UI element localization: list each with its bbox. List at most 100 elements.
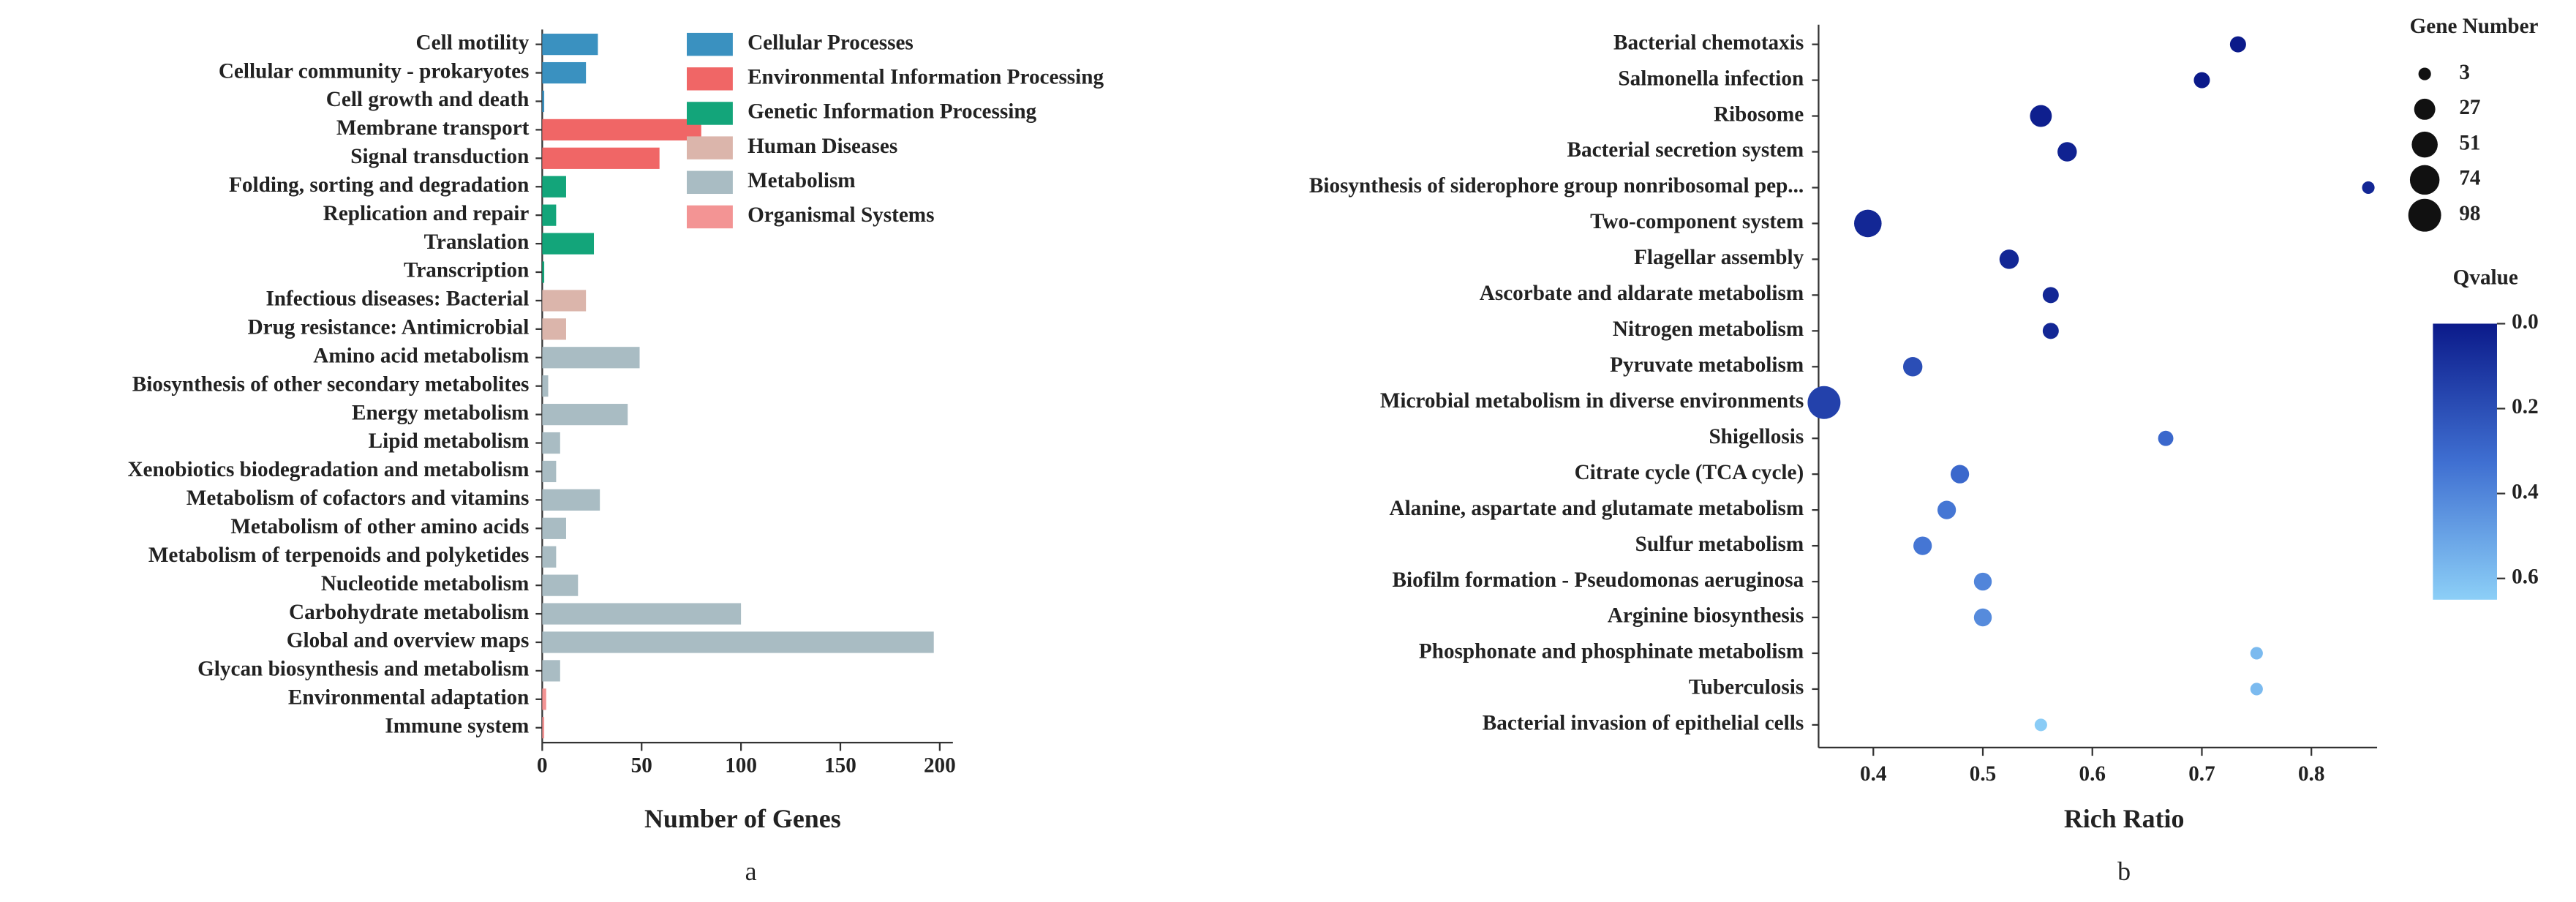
caption: a bbox=[745, 857, 757, 886]
bar bbox=[542, 34, 598, 56]
legend-swatch bbox=[687, 170, 733, 195]
colorbar-tick-label: 0.0 bbox=[2512, 310, 2538, 334]
y-tick-label: Tuberculosis bbox=[1689, 676, 1804, 699]
x-tick-label: 0.6 bbox=[2079, 762, 2106, 786]
y-tick-label: Cell growth and death bbox=[326, 88, 530, 111]
x-tick-label: 0.4 bbox=[1860, 762, 1887, 786]
size-legend-title: Gene Number bbox=[2410, 15, 2539, 38]
y-tick-label: Immune system bbox=[385, 714, 529, 737]
y-tick-label: Microbial metabolism in diverse environm… bbox=[1380, 389, 1804, 413]
size-legend-label: 3 bbox=[2459, 61, 2470, 84]
bubble bbox=[2034, 718, 2047, 732]
legend-swatch bbox=[687, 136, 733, 159]
x-tick-label: 100 bbox=[725, 754, 757, 778]
bar bbox=[542, 489, 600, 511]
bar bbox=[542, 90, 545, 113]
y-tick-label: Environmental adaptation bbox=[288, 686, 530, 710]
x-axis-title: Number of Genes bbox=[644, 804, 841, 833]
y-tick-label: Arginine biosynthesis bbox=[1608, 604, 1804, 628]
bar bbox=[542, 432, 560, 454]
y-tick-label: Energy metabolism bbox=[352, 401, 529, 424]
y-tick-label: Sulfur metabolism bbox=[1635, 533, 1804, 556]
bubble bbox=[2158, 430, 2174, 446]
colorbar-title: Qvalue bbox=[2453, 266, 2518, 290]
caption: b bbox=[2117, 857, 2131, 886]
y-tick-label: Signal transduction bbox=[350, 145, 529, 168]
bubble bbox=[2057, 142, 2077, 162]
bar bbox=[542, 318, 566, 340]
y-tick-label: Ribosome bbox=[1714, 102, 1804, 126]
y-tick-label: Xenobiotics biodegradation and metabolis… bbox=[127, 458, 529, 481]
bar bbox=[542, 717, 545, 739]
size-legend-dot bbox=[2414, 98, 2436, 120]
y-tick-label: Membrane transport bbox=[336, 116, 530, 140]
bar bbox=[542, 404, 628, 426]
y-tick-label: Metabolism of terpenoids and polyketides bbox=[148, 544, 530, 567]
bubble bbox=[2250, 647, 2263, 660]
y-tick-label: Pyruvate metabolism bbox=[1610, 353, 1804, 377]
y-tick-label: Biosynthesis of other secondary metaboli… bbox=[132, 372, 530, 396]
bar bbox=[542, 233, 595, 255]
legend-label: Metabolism bbox=[747, 169, 856, 192]
x-axis-title: Rich Ratio bbox=[2064, 804, 2185, 833]
bubble bbox=[2042, 287, 2059, 304]
y-tick-label: Infectious diseases: Bacterial bbox=[265, 287, 529, 311]
y-tick-label: Salmonella infection bbox=[1618, 67, 1804, 90]
y-tick-label: Folding, sorting and degradation bbox=[229, 173, 529, 197]
legend-swatch bbox=[687, 102, 733, 125]
y-tick-label: Biosynthesis of siderophore group nonrib… bbox=[1309, 174, 1804, 198]
x-tick-label: 200 bbox=[924, 754, 956, 778]
y-tick-label: Glycan biosynthesis and metabolism bbox=[197, 658, 529, 681]
bubble bbox=[2250, 683, 2263, 696]
y-tick-label: Metabolism of cofactors and vitamins bbox=[187, 486, 530, 510]
colorbar bbox=[2433, 323, 2497, 600]
bubble bbox=[1854, 209, 1882, 238]
legend-swatch bbox=[687, 67, 733, 91]
bubble bbox=[2030, 105, 2052, 127]
x-tick-label: 0.5 bbox=[1970, 762, 1996, 786]
bar bbox=[542, 574, 579, 596]
legend-label: Human Diseases bbox=[747, 135, 897, 158]
y-tick-label: Replication and repair bbox=[323, 202, 530, 225]
x-tick-label: 0.7 bbox=[2188, 762, 2215, 786]
y-tick-label: Metabolism of other amino acids bbox=[230, 515, 529, 538]
bar bbox=[542, 176, 566, 198]
legend-label: Cellular Processes bbox=[747, 31, 914, 54]
y-tick-label: Two-component system bbox=[1590, 210, 1804, 233]
bar bbox=[542, 546, 557, 568]
y-tick-label: Nitrogen metabolism bbox=[1613, 317, 1804, 341]
bar bbox=[542, 119, 701, 141]
y-tick-label: Flagellar assembly bbox=[1634, 246, 1804, 269]
y-tick-label: Alanine, aspartate and glutamate metabol… bbox=[1389, 497, 1804, 520]
y-tick-label: Phosphonate and phosphinate metabolism bbox=[1419, 640, 1804, 664]
bar bbox=[542, 460, 557, 483]
y-tick-label: Translation bbox=[424, 230, 530, 254]
y-tick-label: Carbohydrate metabolism bbox=[289, 601, 529, 624]
size-legend-dot bbox=[2418, 67, 2431, 80]
x-tick-label: 150 bbox=[824, 754, 856, 778]
bar bbox=[542, 290, 587, 312]
bar bbox=[542, 261, 545, 283]
bar bbox=[542, 147, 660, 169]
x-tick-label: 0.8 bbox=[2298, 762, 2324, 786]
size-legend-label: 74 bbox=[2459, 167, 2481, 190]
colorbar-tick-label: 0.6 bbox=[2512, 565, 2538, 588]
legend-swatch bbox=[687, 32, 733, 56]
bubble bbox=[1807, 386, 1841, 419]
y-tick-label: Biofilm formation - Pseudomonas aerugino… bbox=[1393, 568, 1804, 592]
bar bbox=[542, 688, 546, 710]
size-legend-dot bbox=[2409, 165, 2440, 195]
bar bbox=[542, 375, 549, 397]
bar bbox=[542, 347, 640, 369]
bar bbox=[542, 631, 934, 653]
y-tick-label: Lipid metabolism bbox=[369, 429, 530, 453]
bubble bbox=[1973, 608, 1992, 627]
size-legend-label: 51 bbox=[2459, 131, 2480, 154]
y-tick-label: Drug resistance: Antimicrobial bbox=[248, 316, 530, 339]
bubble bbox=[1999, 249, 2019, 269]
y-tick-label: Amino acid metabolism bbox=[313, 344, 529, 367]
bar bbox=[542, 517, 566, 539]
size-legend-label: 27 bbox=[2459, 96, 2480, 119]
